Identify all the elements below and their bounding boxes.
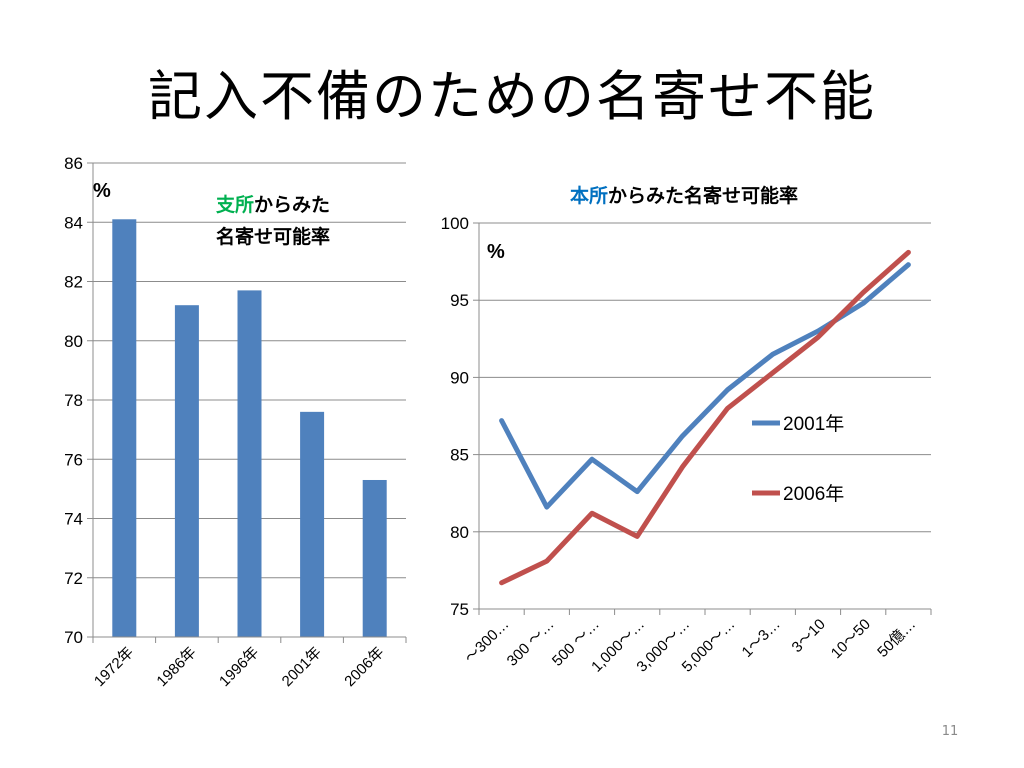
line-chart-category-label: 3～10 — [789, 616, 829, 656]
line-chart-y-tick-label: 85 — [450, 446, 469, 465]
bar-chart-title-line2: 名寄せ可能率 — [216, 225, 330, 248]
bar-chart-y-tick-label: 84 — [64, 213, 83, 232]
bar-chart-category-label: 1986年 — [154, 644, 200, 690]
line-chart-gridlines — [479, 222, 931, 533]
line-chart-legend: 2001年 2006年 — [752, 413, 844, 505]
bar-chart-category-label: 2006年 — [341, 644, 387, 690]
bar-chart-y-tick-label: 86 — [64, 154, 83, 173]
bar-chart-axes — [87, 162, 407, 643]
line-chart-axes — [473, 222, 932, 615]
bar-chart-y-tick-label: 76 — [64, 450, 83, 469]
bar-chart-y-tick-label: 80 — [64, 332, 83, 351]
line-chart-y-tick-label: 90 — [450, 368, 469, 387]
bar-chart-bar — [112, 219, 137, 637]
bar-chart-y-tick-label: 78 — [64, 391, 83, 410]
line-chart-category-label: 300 ～… — [504, 616, 558, 670]
bar-chart-unit-label: % — [93, 180, 111, 202]
line-chart-y-tick-label: 75 — [450, 600, 469, 619]
line-chart-series-line — [499, 262, 911, 510]
line-chart-category-label: 50億… — [874, 616, 919, 661]
line-chart-category-label: 1～3… — [739, 616, 784, 661]
line-chart-title-highlight: 本所 — [570, 184, 608, 207]
bar-chart-title-highlight: 支所 — [215, 194, 254, 216]
bar-chart-title-line1: 支所からみた — [215, 194, 330, 216]
line-chart-series-line — [499, 249, 911, 586]
line-chart-y-tick-label: 80 — [450, 523, 469, 542]
bar-chart-branch: 70 72 74 76 78 80 82 84 86 1972年 1986年 1996年 2001年 20… — [64, 154, 407, 690]
bar-chart-y-tick-label: 70 — [64, 628, 83, 647]
bar-chart-bar — [174, 305, 199, 637]
bar-chart-bar — [237, 290, 262, 637]
bar-chart-y-tick-label: 72 — [64, 569, 83, 588]
bar-chart-y-tick-label: 74 — [64, 510, 83, 529]
line-chart-title-rest: からみた名寄せ可能率 — [608, 184, 798, 207]
slide-title: 記入不備のための名寄せ不能 — [148, 65, 876, 128]
bar-chart-category-label: 2001年 — [279, 644, 325, 690]
bar-chart-y-tick-label: 82 — [64, 273, 83, 292]
bar-chart-title-rest: からみた — [254, 194, 330, 216]
line-chart-unit-label: % — [487, 241, 505, 263]
bar-chart-bar — [362, 479, 387, 637]
line-chart-category-label: 10～50 — [828, 616, 874, 662]
slide-number: 11 — [941, 724, 959, 739]
bar-chart-category-label: 1972年 — [91, 644, 137, 690]
line-chart-legend-label: 2001年 — [783, 413, 844, 435]
bar-chart-bars — [112, 219, 387, 637]
line-chart-legend-label: 2006年 — [783, 483, 844, 505]
line-chart-y-tick-label: 100 — [441, 214, 469, 233]
bar-chart-category-label: 1996年 — [216, 644, 262, 690]
line-chart-title: 本所からみた名寄せ可能率 — [570, 184, 798, 207]
bar-chart-bar — [300, 411, 325, 637]
line-chart-series — [499, 249, 911, 586]
line-chart-y-tick-label: 95 — [450, 291, 469, 310]
